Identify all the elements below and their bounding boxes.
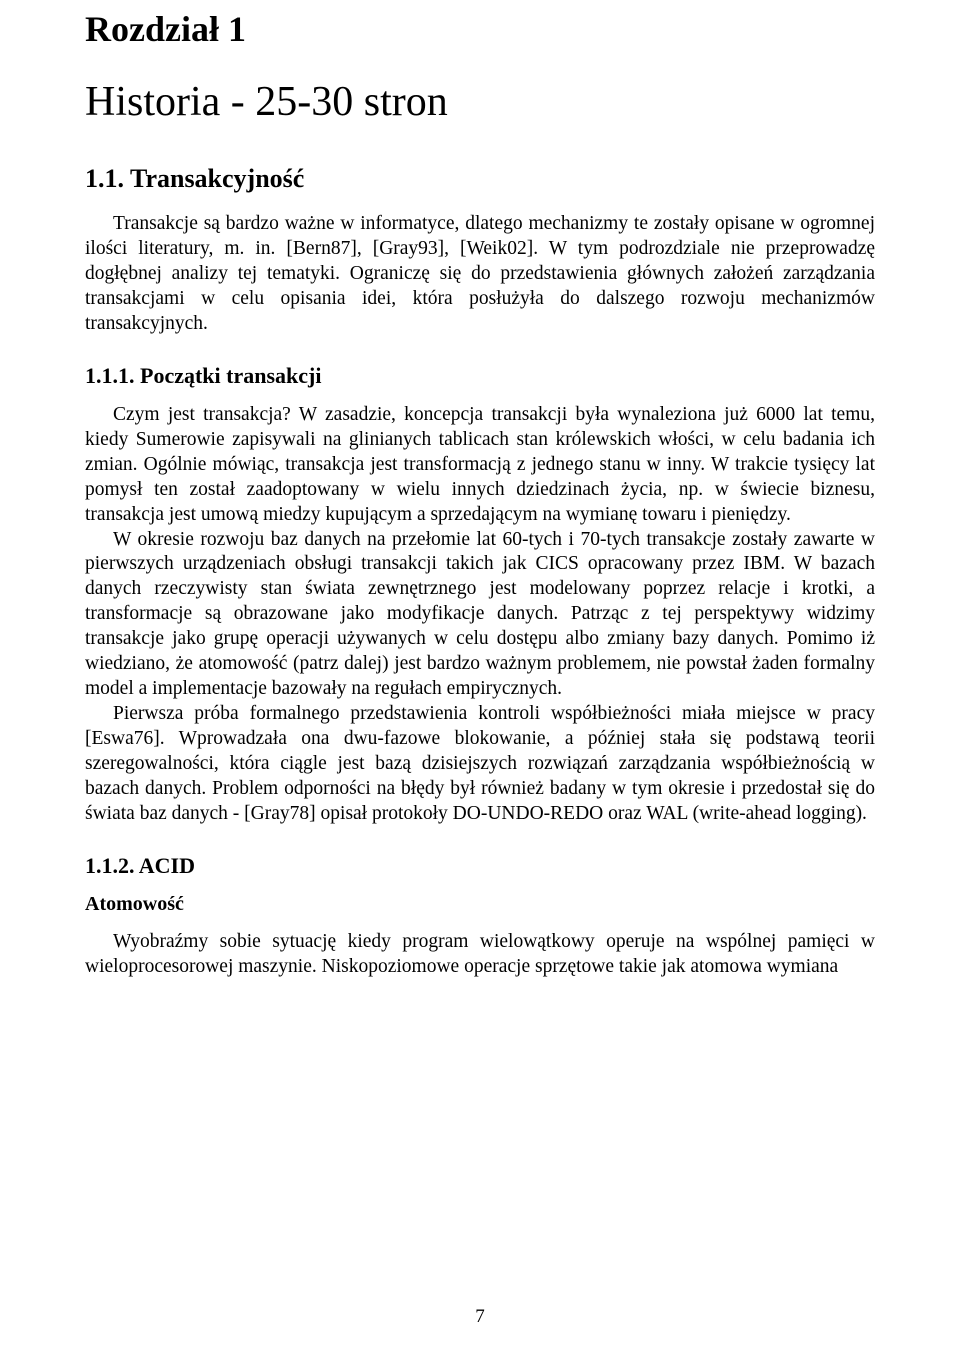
section-1-1-2-heading: 1.1.2. ACID bbox=[85, 853, 875, 879]
section-1-1-2-para-1: Wyobraźmy sobie sytuację kiedy program w… bbox=[85, 930, 875, 980]
chapter-label: Rozdział 1 bbox=[85, 8, 875, 50]
section-1-1-1-para-1: Czym jest transakcja? W zasadzie, koncep… bbox=[85, 403, 875, 528]
section-1-1-para-1: Transakcje są bardzo ważne w informatyce… bbox=[85, 212, 875, 337]
section-1-1-1-heading: 1.1.1. Początki transakcji bbox=[85, 363, 875, 389]
chapter-title: Historia - 25-30 stron bbox=[85, 78, 875, 126]
section-1-1-heading: 1.1. Transakcyjność bbox=[85, 164, 875, 194]
section-1-1-2-subheading: Atomowość bbox=[85, 893, 875, 916]
section-1-1-1-para-2: W okresie rozwoju baz danych na przełomi… bbox=[85, 528, 875, 703]
section-1-1-1-para-3: Pierwsza próba formalnego przedstawienia… bbox=[85, 702, 875, 827]
page-number: 7 bbox=[0, 1306, 960, 1328]
